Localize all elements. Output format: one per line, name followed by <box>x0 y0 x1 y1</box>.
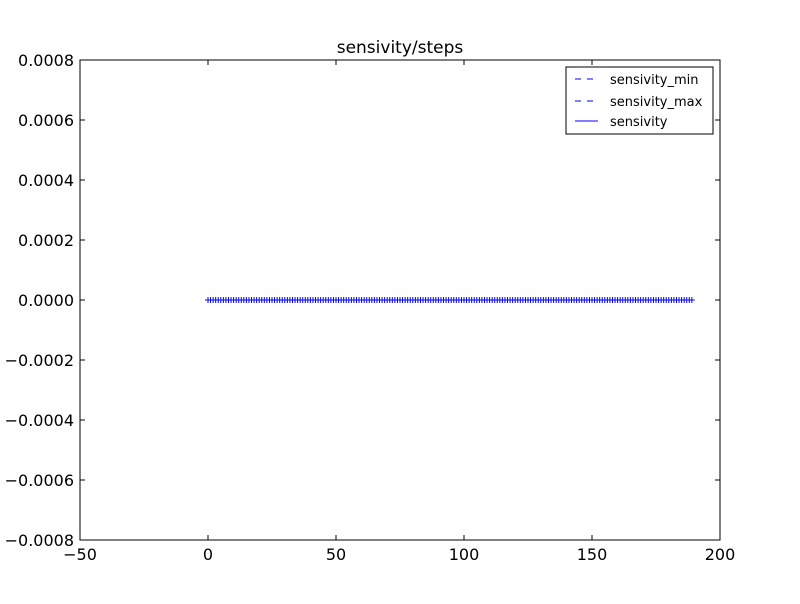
x-tick-label: 50 <box>326 545 346 564</box>
x-tick-label: 0 <box>203 545 213 564</box>
legend-label-sensivity: sensivity <box>610 115 668 130</box>
chart-title: sensivity/steps <box>337 38 464 58</box>
x-tick-label: 100 <box>449 545 480 564</box>
data-point-marker <box>688 297 695 303</box>
legend-label-sensivity-max: sensivity_max <box>610 95 703 110</box>
legend: sensivity_min sensivity_max sensivity <box>565 66 714 135</box>
legend-label-sensivity-min: sensivity_min <box>610 73 699 88</box>
y-tick-label: 0.0004 <box>18 171 74 190</box>
series-markers-sensivity <box>205 297 695 303</box>
x-tick-label: 150 <box>577 545 608 564</box>
x-tick-label: 200 <box>705 545 736 564</box>
y-tick-label: 0.0006 <box>18 111 74 130</box>
y-tick-label: 0.0008 <box>18 51 74 70</box>
y-tick-label: −0.0006 <box>5 471 74 490</box>
axes: −50 0 50 100 150 200 0.0008 0.0006 0.0004 0.0002 0… <box>5 51 736 564</box>
y-tick-label: −0.0008 <box>5 531 74 550</box>
x-tick-label: −50 <box>63 545 97 564</box>
y-tick-label: 0.0000 <box>18 291 74 310</box>
plot-area <box>205 297 695 303</box>
y-tick-label: 0.0002 <box>18 231 74 250</box>
y-tick-label: −0.0004 <box>5 411 74 430</box>
y-tick-label: −0.0002 <box>5 351 74 370</box>
